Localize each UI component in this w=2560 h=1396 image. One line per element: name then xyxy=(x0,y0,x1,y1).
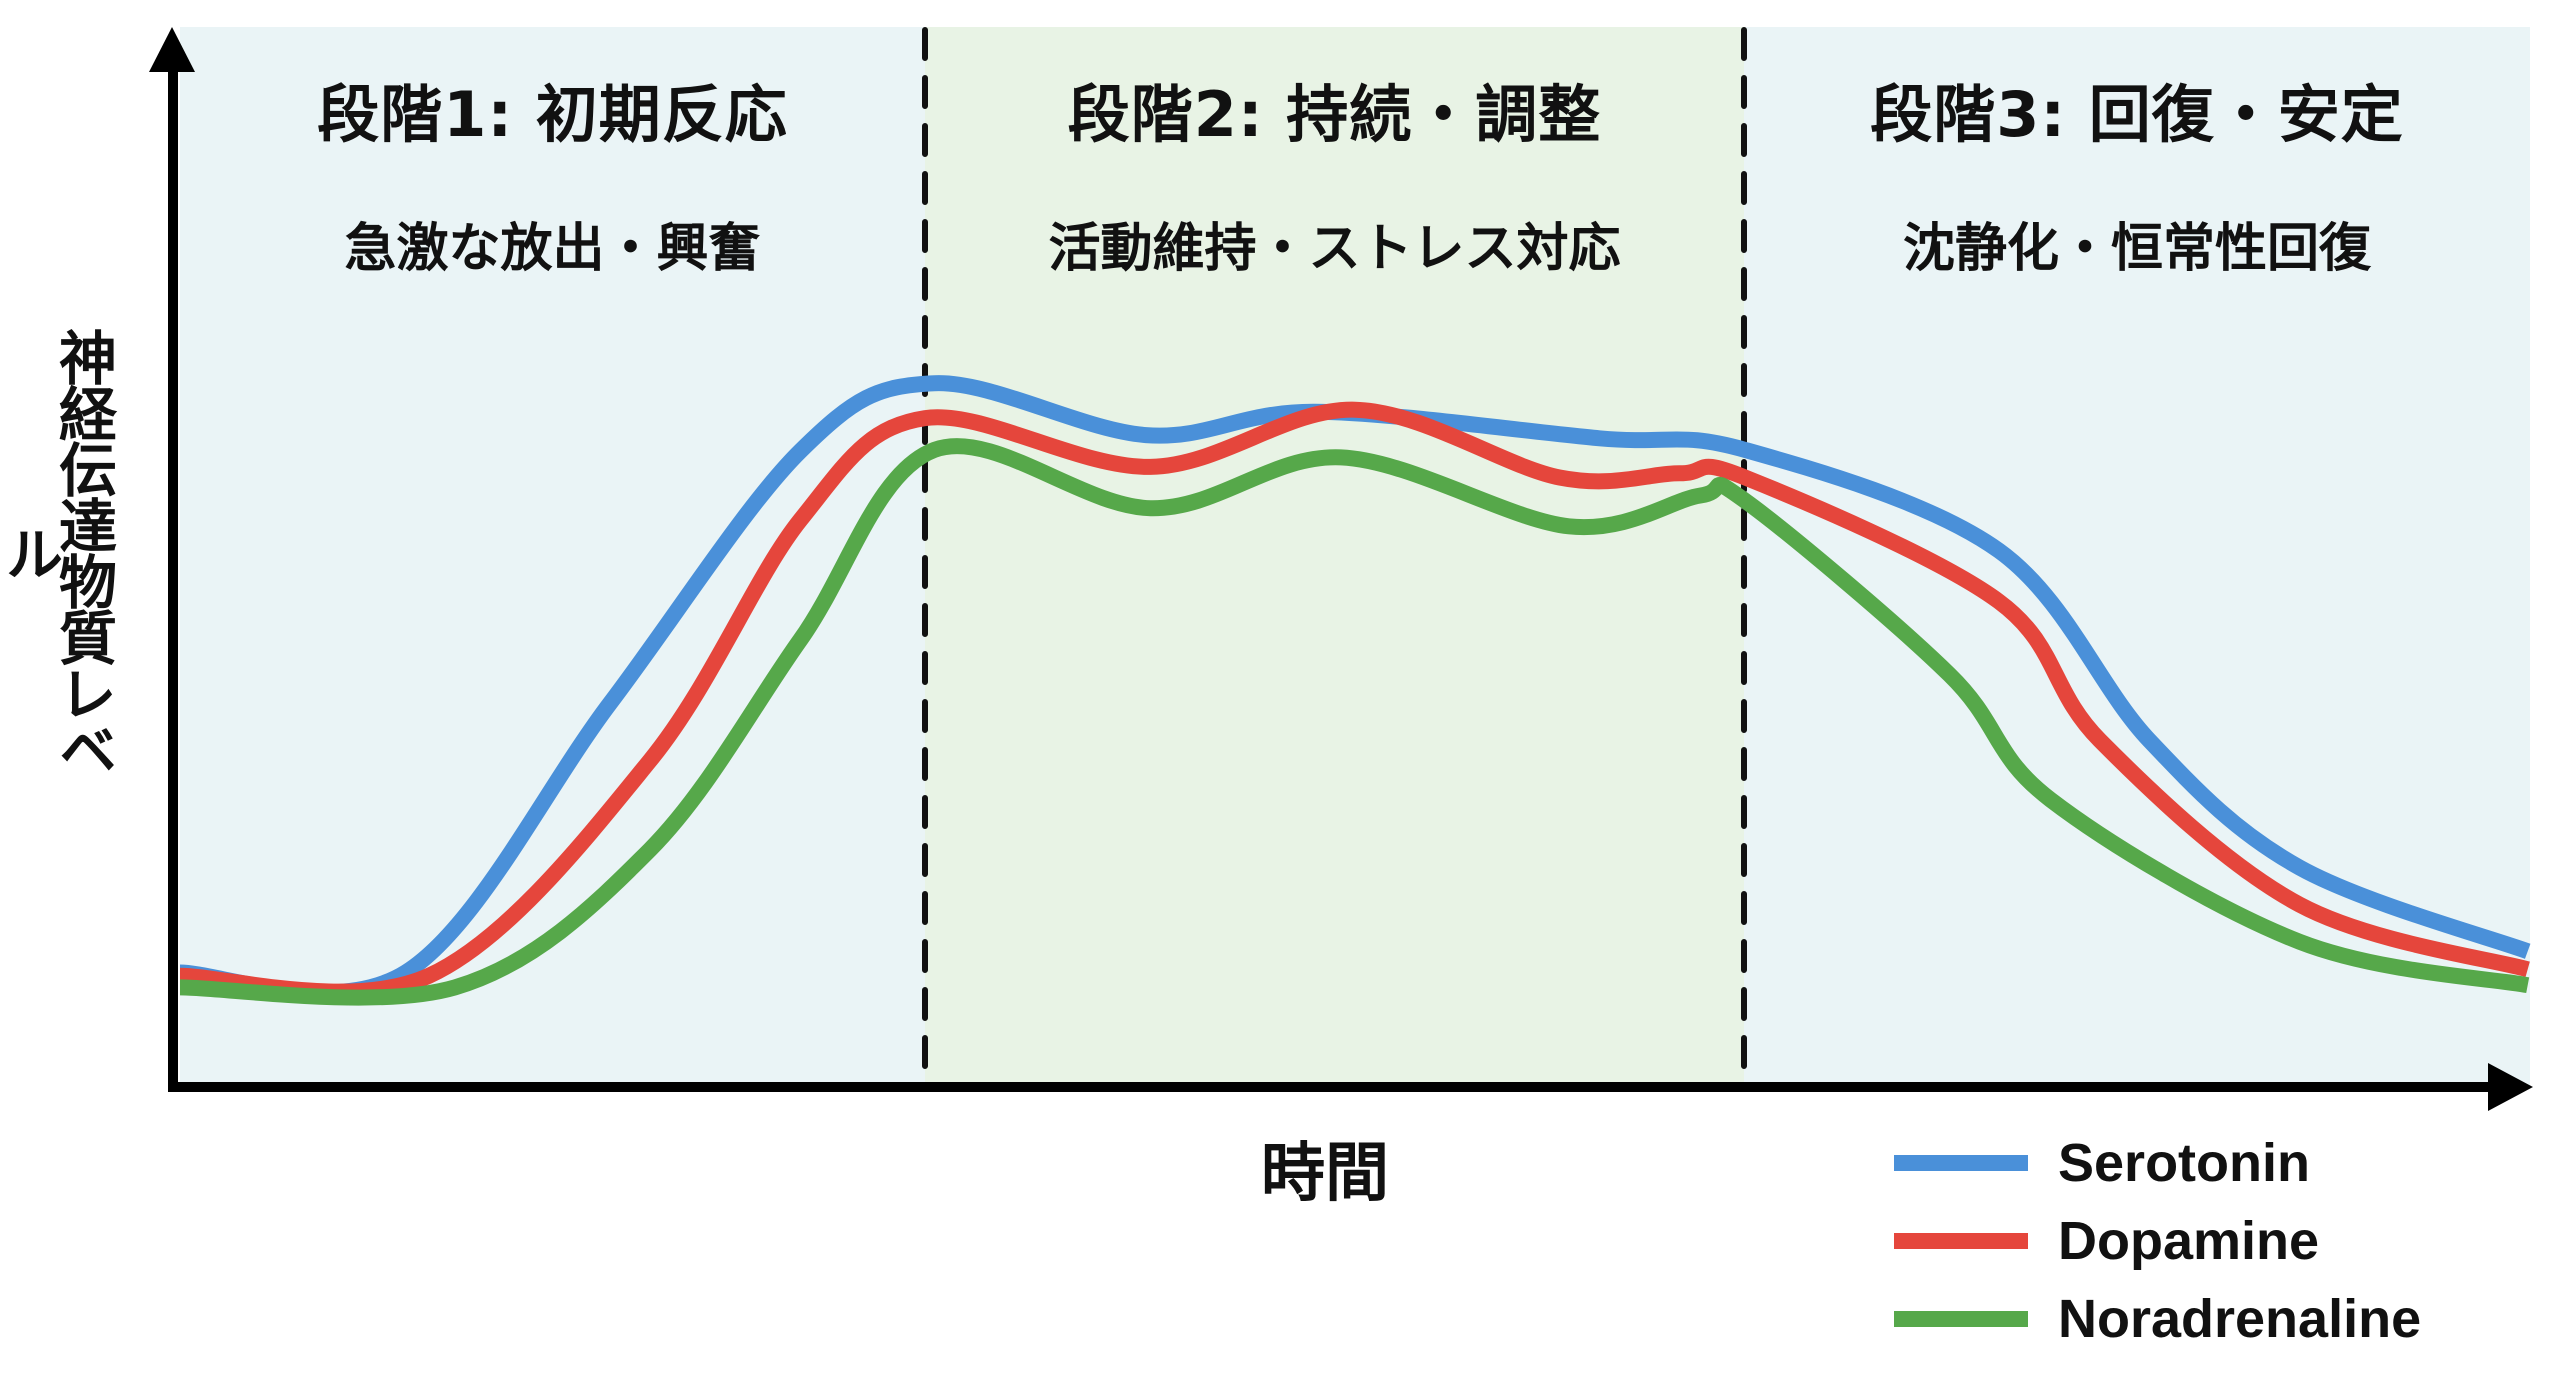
y-axis-label: 神経伝達物質レベル xyxy=(0,328,117,776)
legend-item-serotonin: Serotonin xyxy=(1894,1124,2421,1202)
legend-swatch-noradrenaline xyxy=(1894,1311,2028,1327)
phase-dividers xyxy=(922,27,1747,1085)
phase-3-title: 段階3: 回復・安定 xyxy=(1870,78,2404,151)
y-axis-arrow-icon xyxy=(149,27,195,72)
phase-2-background xyxy=(925,27,1744,1087)
phase-backgrounds xyxy=(180,27,2530,1087)
legend-swatch-serotonin xyxy=(1894,1155,2028,1171)
axes xyxy=(149,27,2533,1111)
series-lines xyxy=(179,375,2531,1006)
series-line-dopamine xyxy=(179,401,2530,1000)
legend-label: Noradrenaline xyxy=(2058,1289,2422,1349)
x-axis-label: 時間 xyxy=(1261,1137,1389,1211)
legend-label: Serotonin xyxy=(2058,1133,2310,1193)
legend-item-dopamine: Dopamine xyxy=(1894,1202,2421,1280)
legend: Serotonin Dopamine Noradrenaline xyxy=(1894,1124,2421,1358)
phase-3-background xyxy=(1744,27,2530,1087)
phase-2-title: 段階2: 持続・調整 xyxy=(1067,78,1602,151)
legend-swatch-dopamine xyxy=(1894,1233,2028,1249)
x-axis-arrow-icon xyxy=(2488,1063,2533,1111)
phase-2-subtitle: 活動維持・ストレス対応 xyxy=(1048,219,1621,279)
phase-1-background xyxy=(180,27,925,1087)
legend-label: Dopamine xyxy=(2058,1211,2320,1271)
series-line-noradrenaline xyxy=(179,438,2530,1006)
legend-item-noradrenaline: Noradrenaline xyxy=(1894,1280,2421,1358)
phase-1-title: 段階1: 初期反応 xyxy=(317,78,788,151)
phase-1-subtitle: 急激な放出・興奮 xyxy=(344,219,761,279)
phase-3-subtitle: 沈静化・恒常性回復 xyxy=(1902,219,2371,279)
